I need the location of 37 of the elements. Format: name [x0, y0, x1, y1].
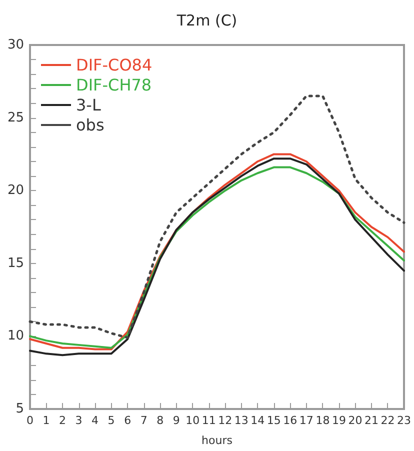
x-tick-label: 23: [397, 414, 411, 427]
x-tick-label: 4: [92, 414, 99, 427]
line-series: [28, 94, 406, 339]
x-tick-label: 10: [186, 414, 200, 427]
y-tick-label: 20: [7, 183, 24, 198]
x-tick-label: 16: [283, 414, 298, 427]
x-tick-label: 3: [75, 414, 82, 427]
x-tick-label: 20: [348, 414, 362, 427]
x-tick-label: 5: [108, 414, 115, 427]
x-tick-label: 17: [299, 414, 314, 427]
x-tick-label: 15: [266, 414, 281, 427]
legend-label: DIF-CH78: [76, 76, 152, 94]
x-tick-label: 9: [172, 414, 180, 427]
x-tick-label: 19: [332, 414, 346, 427]
legend-label: DIF-CO84: [76, 56, 152, 74]
y-tick-label: 5: [16, 402, 24, 416]
x-tick-label: 22: [380, 414, 395, 427]
x-axis-title: hours: [202, 434, 233, 447]
x-tick-label: 7: [140, 414, 148, 427]
y-tick-label: 15: [7, 256, 24, 271]
x-tick-label: 13: [234, 414, 248, 427]
x-tick-label: 21: [364, 414, 378, 427]
y-tick-label: 30: [7, 38, 24, 52]
legend-label: 3-L: [76, 96, 101, 114]
x-tick-label: 2: [59, 414, 66, 427]
legend-label: obs: [76, 116, 104, 134]
x-tick-label: 18: [316, 414, 330, 427]
x-tick-label: 11: [202, 414, 216, 427]
x-tick-label: 1: [42, 414, 50, 427]
y-tick-label: 10: [7, 328, 24, 344]
x-tick-label: 14: [250, 414, 265, 427]
x-tick-label: 8: [156, 414, 164, 427]
x-tick-label: 12: [218, 414, 232, 427]
x-tick-label: 6: [124, 414, 132, 427]
x-tick-label: 0: [26, 414, 34, 427]
y-tick-label: 25: [7, 110, 24, 126]
chart-title: T2m (C): [176, 12, 238, 30]
